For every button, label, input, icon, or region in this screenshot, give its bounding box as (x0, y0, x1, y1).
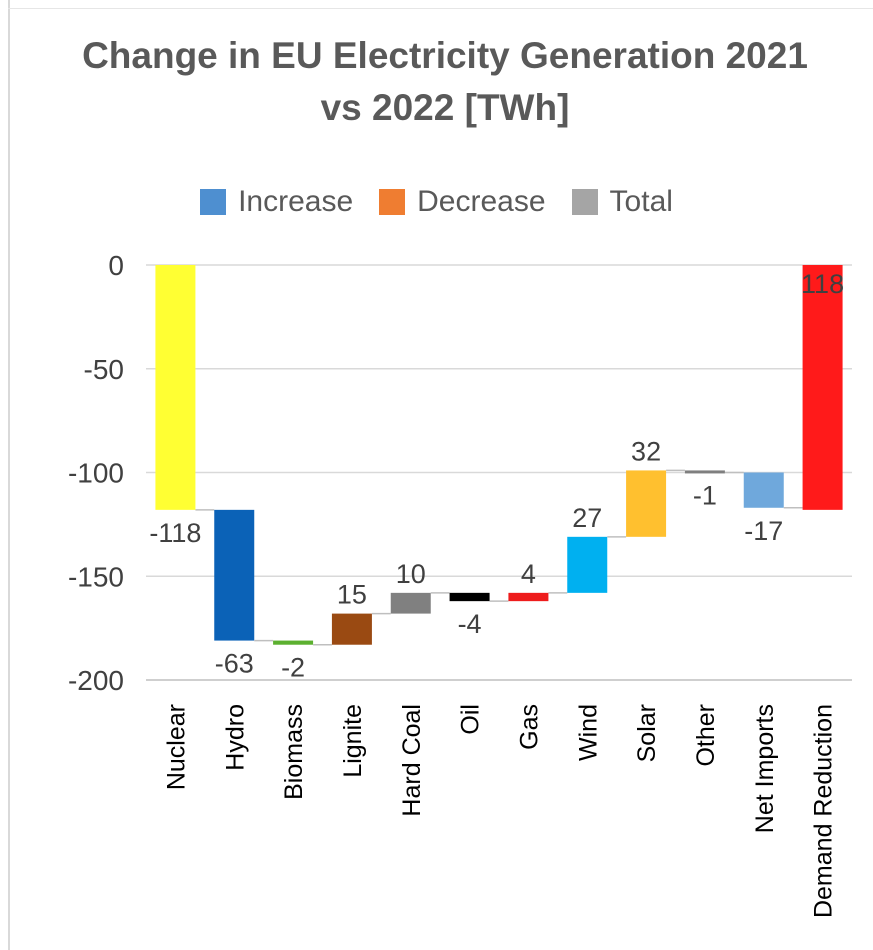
data-label-net-imports: -17 (744, 516, 783, 546)
bar-hydro (214, 509, 255, 641)
x-tick-label-demand-reduction: Demand Reduction (810, 704, 838, 918)
bar-oil (449, 592, 490, 602)
data-label-lignite: 15 (337, 580, 367, 610)
x-tick-label-solar: Solar (633, 704, 661, 762)
x-tick-label-other: Other (692, 704, 720, 767)
chart-title: Change in EU Electricity Generation 2021… (40, 30, 850, 134)
y-tick-label--200: -200 (68, 665, 124, 696)
data-label-hydro: -63 (215, 649, 254, 679)
bar-solar (626, 470, 667, 537)
bar-gas (508, 592, 549, 602)
x-tick-label-wind: Wind (574, 704, 602, 761)
frame-border-top (8, 8, 873, 9)
data-label-nuclear: -118 (149, 518, 201, 548)
bar-lignite (331, 613, 372, 645)
legend-swatch-total (571, 189, 598, 215)
chart-title-line-1: Change in EU Electricity Generation 2021 (82, 35, 808, 76)
bar-hard-coal (390, 592, 431, 614)
data-label-biomass: -2 (281, 653, 305, 683)
data-label-solar: 32 (631, 436, 661, 466)
legend-item-increase: Increase (200, 185, 353, 219)
legend-label-decrease: Decrease (417, 185, 546, 218)
data-label-demand-reduction: 118 (801, 269, 844, 299)
chart-legend: Increase Decrease Total (0, 182, 873, 222)
bar-biomass (273, 640, 314, 645)
x-tick-label-lignite: Lignite (339, 704, 367, 778)
y-tick-label--50: -50 (84, 354, 124, 385)
x-tick-label-nuclear: Nuclear (162, 704, 190, 790)
chart-title-line-2: vs 2022 [TWh] (320, 87, 570, 128)
data-label-oil: -4 (458, 609, 482, 639)
y-tick-label--100: -100 (68, 458, 124, 489)
bar-wind (567, 536, 608, 593)
legend-label-increase: Increase (238, 185, 354, 218)
legend-item-decrease: Decrease (379, 185, 546, 219)
bar-net-imports (743, 472, 784, 508)
frame-border-left (8, 0, 10, 950)
x-tick-label-hydro: Hydro (221, 704, 249, 771)
data-label-hard-coal: 10 (396, 559, 426, 589)
y-tick-label--150: -150 (68, 561, 124, 592)
bar-nuclear (155, 265, 196, 510)
data-label-wind: 27 (572, 503, 602, 533)
bar-other (684, 470, 725, 474)
legend-swatch-decrease (379, 189, 406, 215)
legend-item-total: Total (571, 185, 673, 219)
bar-demand-reduction (802, 265, 843, 510)
y-tick-label-0: 0 (108, 250, 124, 281)
x-tick-label-oil: Oil (457, 704, 485, 735)
data-label-gas: 4 (521, 559, 536, 589)
x-tick-label-biomass: Biomass (280, 704, 308, 800)
legend-label-total: Total (609, 185, 673, 218)
x-tick-label-hard-coal: Hard Coal (398, 704, 426, 817)
x-tick-label-gas: Gas (515, 704, 543, 750)
legend-swatch-increase (200, 189, 227, 215)
x-tick-label-net-imports: Net Imports (751, 704, 779, 833)
data-label-other: -1 (693, 481, 717, 511)
